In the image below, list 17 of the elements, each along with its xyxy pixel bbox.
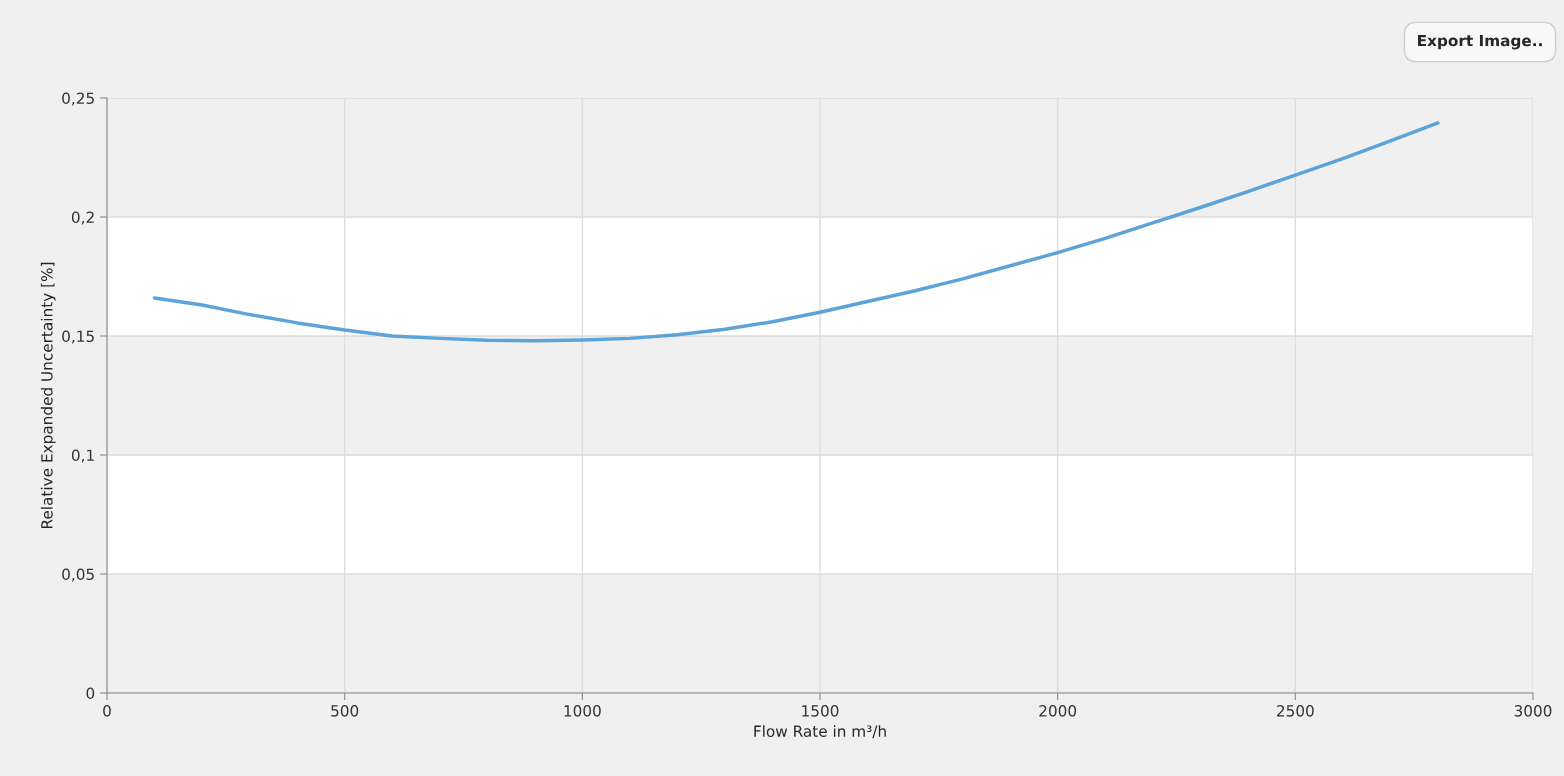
x-tick-label: 2500 [1277,705,1314,717]
y-tick-label: 0,15 [62,330,94,344]
text: Export Image.. [1418,34,1542,50]
y-tick-label: 0,05 [62,568,94,582]
y-axis-title: Relative Expanded Uncertainty [%] [40,262,56,529]
x-tick-label: 500 [331,705,359,717]
y-tick-label: 0,2 [71,211,94,225]
x-tick-label: 0 [103,705,111,717]
y-tick-label: 0,1 [71,449,94,463]
y-tick-label: 0 [86,687,95,700]
x-tick-label: 2000 [1039,705,1077,717]
x-tick-label: 1000 [564,705,601,717]
y-tick-label: 0,25 [62,92,94,106]
x-tick-label: 1500 [802,705,839,717]
x-tick-label: 3000 [1514,705,1552,717]
x-axis-title: Flow Rate in m³/h [754,725,886,739]
line-series [152,121,1440,343]
